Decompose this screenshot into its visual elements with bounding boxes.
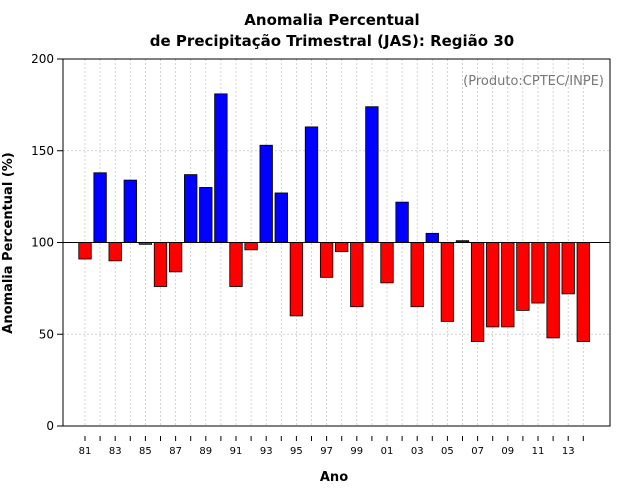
bar-86 xyxy=(153,242,168,287)
bar-01 xyxy=(380,242,394,284)
bar-82 xyxy=(93,172,107,243)
y-tick-label-50: 50 xyxy=(39,327,54,341)
bar-02 xyxy=(395,201,409,243)
bar-95 xyxy=(289,242,304,317)
x-tick-label-93: 93 xyxy=(260,446,273,457)
bar-98 xyxy=(335,242,349,253)
y-tick-label-100: 100 xyxy=(31,236,54,250)
x-tick-label-09: 09 xyxy=(501,446,514,457)
bar-91 xyxy=(229,242,243,287)
chart-title: Anomalia Percentual xyxy=(244,11,419,29)
bar-94 xyxy=(274,192,288,243)
bar-14 xyxy=(576,242,590,342)
x-tick-label-87: 87 xyxy=(169,446,182,457)
chart-subtitle: de Precipitação Trimestral (JAS): Região… xyxy=(150,32,514,50)
y-tick-label-0: 0 xyxy=(46,419,54,433)
bar-90 xyxy=(214,93,228,243)
x-tick-label-05: 05 xyxy=(441,446,454,457)
x-tick-label-13: 13 xyxy=(562,446,575,457)
x-tick-label-85: 85 xyxy=(139,446,152,457)
bar-87 xyxy=(168,242,183,273)
bar-08 xyxy=(486,242,500,328)
x-tick-label-07: 07 xyxy=(471,446,484,457)
x-tick-label-83: 83 xyxy=(109,446,122,457)
x-tick-label-95: 95 xyxy=(290,446,303,457)
x-tick-label-99: 99 xyxy=(350,446,363,457)
bar-03 xyxy=(410,242,424,308)
x-tick-label-91: 91 xyxy=(230,446,243,457)
bar-93 xyxy=(259,144,273,243)
bar-83 xyxy=(108,242,122,262)
axis-layer: 0 50 100 150 200 81 83 85 87 89 91 93 95 97 99 01 03 05 07… xyxy=(31,52,584,457)
bar-97 xyxy=(319,242,334,278)
credit-label: (Produto:CPTEC/INPE) xyxy=(463,74,604,89)
bar-05 xyxy=(440,242,455,322)
bar-89 xyxy=(199,187,213,243)
bar-11 xyxy=(531,242,545,304)
bar-81 xyxy=(78,242,92,260)
bar-10 xyxy=(516,242,530,311)
y-tick-label-150: 150 xyxy=(31,144,54,158)
y-axis-label: Anomalia Percentual (%) xyxy=(1,152,16,333)
bar-13 xyxy=(561,242,575,295)
bar-07 xyxy=(470,242,485,342)
bar-09 xyxy=(501,242,515,328)
x-tick-label-11: 11 xyxy=(532,446,545,457)
bar-92 xyxy=(244,242,258,251)
bar-12 xyxy=(546,242,560,339)
x-tick-label-89: 89 xyxy=(199,446,212,457)
bar-00 xyxy=(365,106,379,243)
x-tick-label-81: 81 xyxy=(79,446,92,457)
x-tick-label-03: 03 xyxy=(411,446,424,457)
x-tick-label-97: 97 xyxy=(320,446,333,457)
x-tick-label-01: 01 xyxy=(381,446,394,457)
bar-layer xyxy=(78,93,590,342)
bar-88 xyxy=(184,174,198,243)
bar-96 xyxy=(304,126,319,243)
bar-84 xyxy=(123,179,137,243)
bar-99 xyxy=(350,242,364,308)
y-tick-label-200: 200 xyxy=(31,52,54,66)
bar-04 xyxy=(425,232,439,243)
x-axis-label: Ano xyxy=(320,470,348,485)
